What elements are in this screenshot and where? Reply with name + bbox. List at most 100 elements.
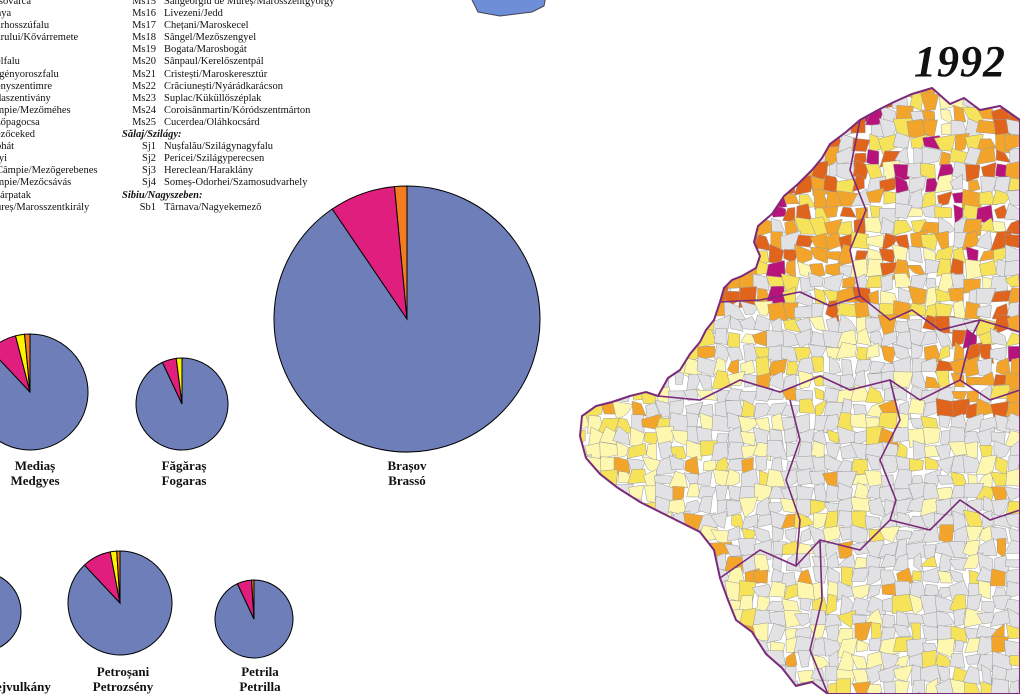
map-commune-area — [612, 188, 632, 206]
map-commune-area — [1004, 486, 1020, 502]
map-commune-area — [850, 496, 872, 513]
map-commune-area — [742, 637, 758, 658]
map-commune-area — [672, 485, 685, 505]
map-commune-area — [655, 106, 672, 124]
pie-label-petrosani-hu: Petrozsény — [92, 679, 154, 694]
map-commune-area — [560, 610, 574, 629]
map-commune-area — [585, 145, 606, 168]
map-commune-area — [730, 316, 744, 332]
map-commune-area — [883, 680, 899, 694]
map-commune-area — [612, 92, 627, 107]
map-commune-area — [780, 680, 801, 694]
legend-entry: Ms16 Livezeni/Jedd — [122, 8, 422, 20]
map-commune-area — [561, 624, 576, 639]
map-commune-area — [561, 90, 574, 110]
map-commune-area — [866, 373, 884, 389]
map-commune-area — [714, 163, 731, 179]
map-commune-area — [686, 483, 701, 498]
map-commune-area — [588, 514, 602, 529]
map-commune-area — [682, 319, 703, 331]
map-commune-area — [671, 539, 685, 556]
map-commune-area — [841, 566, 854, 587]
map-commune-area — [644, 285, 661, 306]
map-commune-area — [697, 89, 718, 107]
map-commune-area — [938, 553, 953, 573]
map-commune-area — [641, 159, 661, 179]
map-commune-area — [835, 341, 858, 360]
map-commune-area — [686, 624, 703, 643]
pie-label-petrila: Petrila Petrilla — [220, 664, 300, 694]
map-commune-area — [613, 287, 629, 304]
map-commune-area — [683, 261, 699, 279]
map-commune-area — [642, 276, 656, 293]
map-commune-area — [655, 638, 674, 658]
map-commune-area — [968, 179, 981, 193]
map-commune-area — [852, 681, 872, 694]
map-commune-area — [616, 539, 632, 561]
map-commune-area — [560, 162, 575, 180]
map-commune-area — [837, 109, 855, 126]
map-commune-area — [603, 260, 621, 279]
map-commune-area — [671, 623, 686, 642]
map-commune-area — [953, 341, 965, 362]
map-commune-area — [668, 455, 685, 471]
map-commune-area — [738, 248, 758, 262]
map-commune-area — [654, 134, 673, 151]
map-commune-area — [562, 232, 575, 251]
map-commune-area — [726, 104, 742, 126]
map-commune-area — [668, 202, 689, 223]
map-commune-area — [641, 88, 660, 99]
map-commune-area — [625, 343, 648, 361]
map-commune-area — [937, 191, 953, 207]
pie-label-vulcan: ejvulkány — [0, 679, 66, 694]
map-commune-area — [797, 370, 814, 390]
map-commune-area — [892, 623, 912, 638]
map-commune-area — [866, 90, 882, 106]
map-commune-area — [602, 651, 617, 672]
map-commune-area — [560, 361, 575, 377]
map-commune-area — [936, 610, 956, 628]
map-commune-area — [580, 429, 586, 447]
legend-entry-name: Nușfalău/Szilágynagyfalu — [164, 141, 274, 153]
map-commune-area — [754, 455, 768, 471]
map-commune-area — [699, 204, 719, 220]
map-commune-area — [586, 175, 606, 195]
map-commune-area — [586, 88, 600, 98]
map-commune-area — [996, 538, 1007, 559]
map-commune-area — [962, 218, 982, 236]
map-commune-area — [668, 215, 690, 237]
map-commune-area — [1005, 118, 1020, 136]
map-commune-area — [766, 91, 789, 109]
legend-entry: Ms15 Sângeorgiu de Mureș/Marosszentgyörgy — [122, 0, 422, 8]
map-commune-area — [975, 454, 997, 475]
map-commune-area — [602, 639, 615, 658]
map-commune-area — [629, 262, 649, 279]
legend-entry-name: Cucerdea/Oláhkocsárd — [164, 116, 260, 128]
map-commune-area — [822, 205, 839, 218]
map-commune-area — [715, 612, 727, 630]
map-commune-area — [668, 88, 687, 97]
pie-label-fagaras-hu: Fogaras — [161, 473, 207, 488]
pie-fagaras — [135, 357, 229, 451]
map-commune-area — [1005, 468, 1020, 487]
legend-left-column: lsóvárcanyaarhosszúfaluarului/Kővárremet… — [0, 0, 116, 214]
map-commune-area — [812, 581, 824, 602]
map-commune-area — [585, 314, 606, 334]
map-commune-area — [724, 388, 744, 402]
map-commune-area — [906, 207, 925, 218]
map-commune-area — [617, 555, 633, 573]
lake-shape — [471, 0, 546, 17]
map-commune-area — [1005, 332, 1020, 347]
map-commune-area — [751, 88, 768, 95]
map-commune-area — [640, 135, 662, 150]
map-commune-area — [599, 317, 617, 332]
map-commune-area — [925, 258, 940, 274]
map-commune-area — [560, 203, 576, 220]
legend-entry-name: Sângel/Mezőszengyel — [164, 32, 257, 44]
map-commune-area — [865, 275, 885, 289]
map-commune-area — [1005, 624, 1020, 640]
map-commune-area — [993, 440, 1012, 460]
legend-entry: Ms22 Crăciunești/Nyárádkarácson — [122, 81, 422, 93]
map-commune-area — [949, 652, 965, 669]
map-commune-area — [923, 444, 939, 458]
